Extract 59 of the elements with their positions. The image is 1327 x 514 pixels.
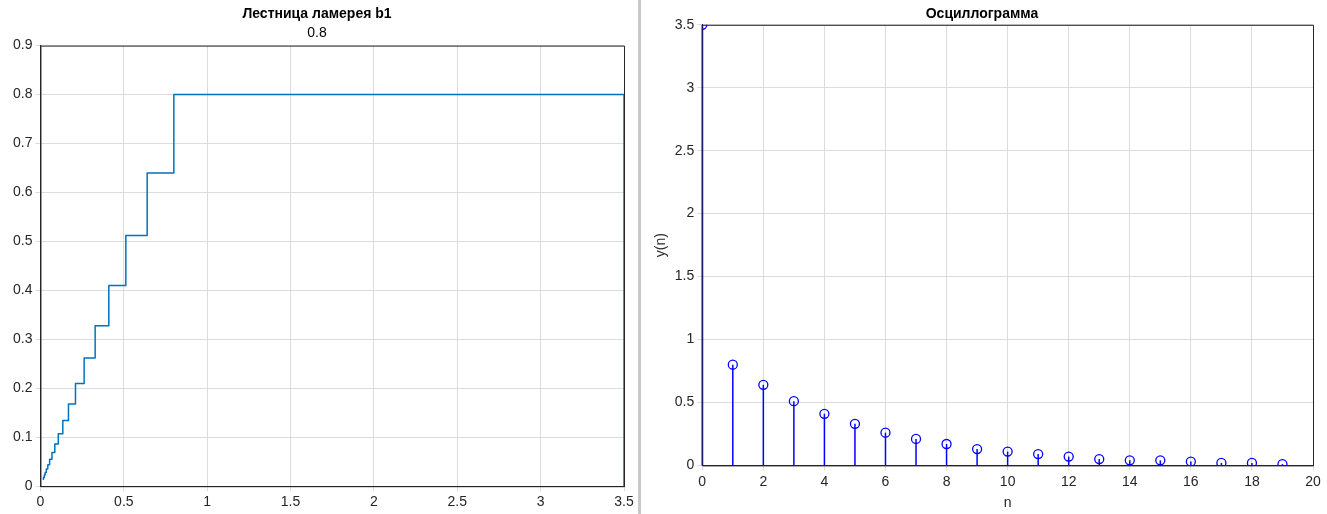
chart-subtitle: 0.8: [307, 24, 327, 41]
point: [819, 408, 830, 419]
x-tick-label: 1.5: [280, 493, 301, 510]
x-tick-label: 18: [1244, 472, 1260, 489]
point: [1094, 453, 1105, 465]
x-tick-label: 4: [820, 472, 829, 489]
x-tick-label: 0: [36, 493, 45, 510]
point: [1002, 446, 1013, 457]
y-tick-label: 0.3: [12, 330, 33, 347]
point: [910, 433, 922, 445]
point: [849, 418, 861, 430]
y-tick-label: 2.5: [674, 141, 695, 158]
x-tick-label: 2.5: [447, 493, 468, 510]
x-tick-label: 2: [370, 493, 379, 510]
x-tick-label: 2: [759, 472, 768, 489]
point: [1124, 455, 1135, 466]
chart-title: Лестница ламерея b1: [242, 5, 392, 22]
point: [1216, 457, 1227, 466]
y-tick-label: 3: [686, 78, 695, 95]
point: [1246, 457, 1258, 466]
point: [1185, 456, 1196, 466]
y-tick-label: 1.5: [674, 267, 695, 284]
y-tick-label: 2: [686, 204, 695, 221]
point: [727, 359, 738, 370]
x-tick-label: 0: [698, 472, 707, 489]
x-tick-label: 16: [1183, 472, 1199, 489]
point: [971, 443, 983, 455]
point: [1155, 455, 1166, 466]
y-tick-label: 0: [686, 456, 695, 473]
y-tick-label: 0.4: [12, 281, 33, 298]
y-tick-label: 0.7: [12, 134, 33, 151]
point: [941, 438, 952, 450]
point: [788, 396, 800, 407]
point: [1063, 451, 1074, 462]
y-tick-label: 0.5: [12, 232, 33, 249]
x-tick-label: 14: [1121, 472, 1138, 489]
x-tick-label: 20: [1305, 472, 1321, 489]
x-axis-title: n: [1003, 494, 1012, 511]
point: [1033, 448, 1044, 460]
y-axis-title: y(n): [652, 233, 669, 258]
x-tick-label: 6: [881, 472, 890, 489]
y-tick-label: 0.6: [12, 183, 33, 200]
x-tick-label: 0.5: [114, 493, 134, 510]
x-tick-label: 12: [1060, 472, 1077, 489]
chart-title: Осциллограмма: [925, 5, 1039, 22]
x-tick-label: 1: [203, 493, 212, 510]
y-tick-label: 1: [686, 330, 695, 347]
y-tick-label: 0.5: [674, 393, 695, 410]
x-tick-label: 3.5: [614, 493, 634, 510]
y-tick-label: 0.8: [12, 85, 33, 102]
point: [880, 427, 891, 438]
y-tick-label: 0.1: [12, 428, 33, 445]
x-tick-label: 10: [999, 472, 1016, 489]
y-tick-label: 0.2: [12, 379, 33, 396]
point: [758, 379, 769, 390]
x-tick-label: 3: [536, 493, 545, 510]
x-tick-label: 8: [942, 472, 951, 489]
y-tick-label: 3.5: [674, 15, 695, 32]
y-tick-label: 0.9: [12, 36, 33, 53]
